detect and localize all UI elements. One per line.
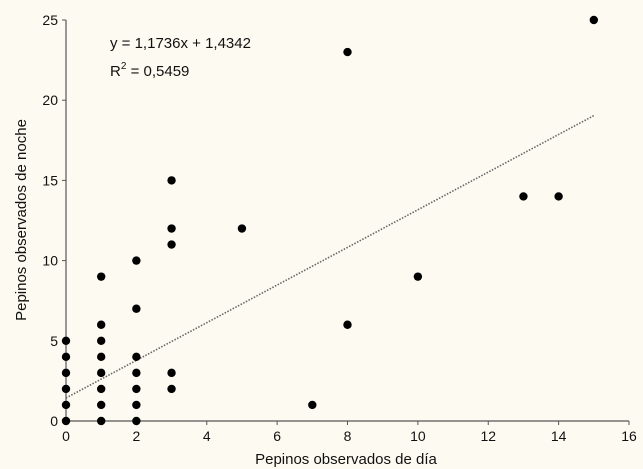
data-point [132,352,141,362]
r-squared-superscript: 2 [121,61,127,72]
data-point [132,400,141,410]
y-axis-ticks: 0 5 10 15 20 25 [42,12,66,429]
x-tick-label: 0 [62,428,70,444]
data-point [589,15,599,25]
data-point [61,352,71,362]
r-squared-value: = 0,5459 [126,63,189,80]
trendline-equation: y = 1,1736x + 1,4342 [110,35,251,52]
data-point [343,320,352,329]
data-point [132,256,141,265]
data-point [132,304,141,313]
data-point [132,384,141,394]
data-point [61,400,71,410]
data-point [61,384,71,394]
y-tick-label: 5 [50,333,58,349]
data-point [96,416,106,426]
x-tick-label: 2 [132,428,140,444]
y-tick-label: 10 [42,253,58,269]
x-axis-ticks: 0 2 4 6 8 10 12 14 16 [62,421,637,444]
points-layer [61,15,599,426]
x-axis-label: Pepinos observados de día [255,451,437,468]
data-point [96,336,106,345]
data-point [167,224,176,233]
data-point [96,352,106,362]
data-point [96,368,106,378]
y-tick-label: 0 [50,413,58,429]
data-point [96,384,106,394]
data-point [61,336,71,345]
y-tick-label: 20 [42,92,58,108]
data-point [167,176,176,185]
data-point [96,400,106,410]
y-tick-label: 25 [42,12,58,28]
data-point [413,272,423,281]
data-point [61,416,71,426]
data-point [167,368,176,378]
r-squared-label: R2 = 0,5459 [110,61,189,80]
x-tick-label: 6 [273,428,281,444]
data-point [308,400,317,410]
data-point [96,272,106,281]
x-tick-label: 14 [551,428,567,444]
data-point [237,224,247,233]
y-tick-label: 15 [42,172,58,188]
x-tick-label: 10 [410,428,426,444]
y-axis-label: Pepinos observados de noche [13,119,30,321]
data-point [554,192,563,201]
x-tick-label: 16 [621,428,637,444]
x-tick-label: 12 [480,428,496,444]
data-point [343,47,352,57]
data-point [132,368,141,378]
data-point [167,384,176,394]
data-point [519,192,528,201]
data-point [132,416,141,426]
data-point [96,320,106,329]
trendline [65,114,595,399]
x-tick-label: 8 [344,428,352,444]
trendline-layer [65,114,595,399]
r-squared-symbol: R [110,63,121,80]
data-point [167,240,176,249]
data-point [61,368,71,378]
x-tick-label: 4 [203,428,211,444]
